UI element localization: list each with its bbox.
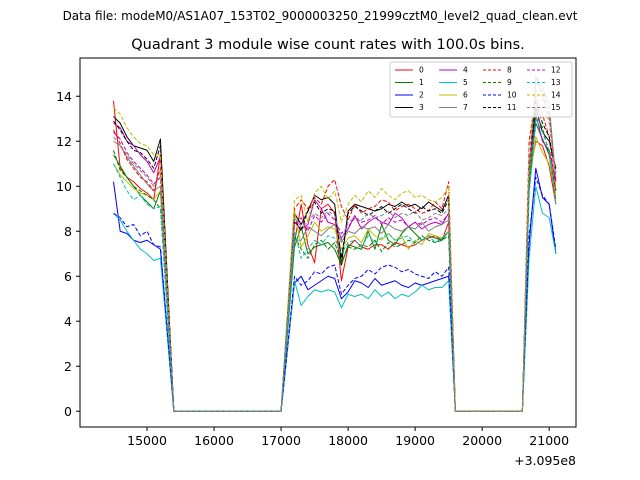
x-tick-label: 19000 [395,433,435,448]
x-tick-label: 20000 [462,433,502,448]
legend-label-10: 10 [507,91,517,100]
y-tick-label: 10 [56,179,72,194]
x-offset-label: +3.095e8 [514,453,576,468]
legend-label-9: 9 [507,78,512,87]
legend-label-13: 13 [551,78,561,87]
plot-frame [79,57,577,428]
x-tick-label: 17000 [261,433,301,448]
x-tick-label: 16000 [194,433,234,448]
series-lines [113,75,557,412]
series-line-15 [113,82,557,412]
y-tick-label: 0 [64,404,72,419]
legend-label-14: 14 [551,91,561,100]
x-tick-label: 21000 [529,433,569,448]
y-tick-label: 8 [64,224,72,239]
axis-ticks: 15000 16000 17000 18000 19000 20000 21000 0 2 4 6 8… [56,89,569,448]
y-tick-label: 6 [64,269,72,284]
legend-label-8: 8 [507,66,512,75]
legend-label-5: 5 [463,78,468,87]
legend-label-12: 12 [551,66,561,75]
x-tick-label: 15000 [127,433,167,448]
data-file-label: Data file: modeM0/AS1A07_153T02_90000032… [63,9,578,23]
chart-title: Quadrant 3 module wise count rates with … [131,37,525,53]
legend-label-1: 1 [419,78,424,87]
legend-label-4: 4 [463,66,468,75]
legend-label-2: 2 [419,91,424,100]
legend-label-11: 11 [507,103,517,112]
legend-label-15: 15 [551,103,561,112]
y-tick-label: 12 [56,134,72,149]
legend-label-3: 3 [419,103,424,112]
x-tick-label: 18000 [328,433,368,448]
y-tick-label: 4 [64,314,72,329]
legend-box [389,61,573,118]
legend-label-7: 7 [463,103,468,112]
y-tick-label: 14 [56,89,72,104]
series-line-14 [113,89,557,412]
series-line-13 [113,118,557,412]
legend-label-6: 6 [463,91,468,100]
legend-label-0: 0 [419,66,424,75]
series-line-12 [113,77,557,412]
series-line-10 [113,176,557,412]
y-tick-label: 2 [64,359,72,374]
series-line-9 [113,113,557,412]
